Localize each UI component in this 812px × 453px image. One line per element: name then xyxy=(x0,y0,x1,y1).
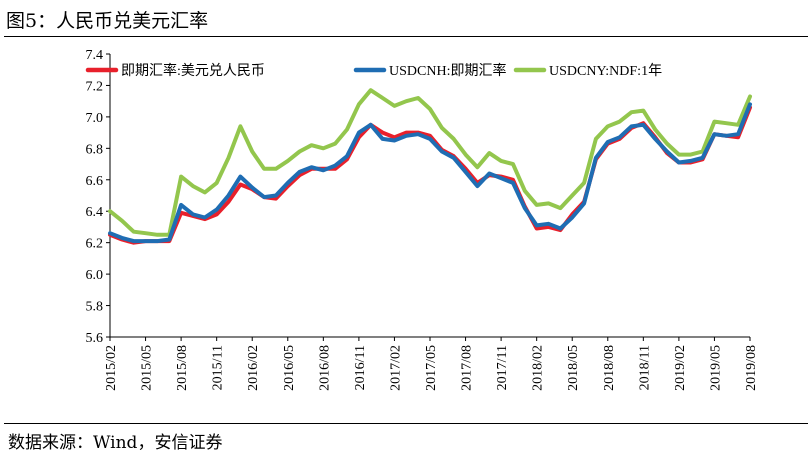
x-tick-label: 2016/05 xyxy=(282,345,297,391)
chart-series xyxy=(108,88,752,245)
bottom-rule xyxy=(4,423,808,424)
x-tick-label: 2019/05 xyxy=(708,345,723,391)
x-tick-label: 2015/11 xyxy=(211,345,226,390)
y-tick-label: 7.0 xyxy=(86,111,104,126)
y-tick-label: 6.0 xyxy=(86,268,104,283)
series-line-3 xyxy=(108,88,752,237)
x-tick-label: 2016/02 xyxy=(246,345,261,391)
x-tick-label: 2017/05 xyxy=(424,345,439,391)
x-tick-label: 2018/08 xyxy=(602,345,617,391)
x-tick-label: 2019/02 xyxy=(673,345,688,391)
y-tick-label: 7.2 xyxy=(86,79,104,94)
legend-label-1: 即期汇率:美元兑人民币 xyxy=(121,62,265,79)
x-tick-label: 2018/02 xyxy=(531,345,546,391)
x-tick-label: 2015/05 xyxy=(140,345,155,391)
figure-title: 图5：人民币兑美元汇率 xyxy=(6,10,209,32)
x-tick-label: 2015/02 xyxy=(104,345,119,391)
source-note: 数据来源：Wind，安信证券 xyxy=(8,433,223,453)
y-tick-label: 6.4 xyxy=(86,205,104,220)
x-tick-label: 2017/08 xyxy=(460,345,475,391)
y-tick-label: 7.4 xyxy=(86,48,104,63)
x-tick-label: 2016/11 xyxy=(353,345,368,390)
x-tick-label: 2018/11 xyxy=(637,345,652,390)
x-tick-label: 2017/11 xyxy=(495,345,510,390)
y-tick-label: 5.8 xyxy=(86,300,104,315)
y-tick-label: 6.8 xyxy=(86,142,104,157)
x-tick-label: 2018/05 xyxy=(566,345,581,391)
legend-label-3: USDCNY:NDF:1年 xyxy=(549,63,662,79)
y-tick-label: 6.6 xyxy=(86,174,104,189)
legend-label-2: USDCNH:即期汇率 xyxy=(389,62,506,79)
y-tick-label: 6.2 xyxy=(86,237,104,252)
chart-legend: 即期汇率:美元兑人民币 USDCNH:即期汇率 USDCNY:NDF:1年 xyxy=(85,62,662,79)
y-tick-label: 5.6 xyxy=(86,331,104,346)
series-line-2 xyxy=(108,102,752,244)
x-tick-label: 2019/08 xyxy=(744,345,759,391)
x-tick-label: 2016/08 xyxy=(317,345,332,391)
x-tick-label: 2017/02 xyxy=(388,345,403,391)
x-tick-label: 2015/08 xyxy=(175,345,190,391)
top-rule xyxy=(4,36,808,37)
